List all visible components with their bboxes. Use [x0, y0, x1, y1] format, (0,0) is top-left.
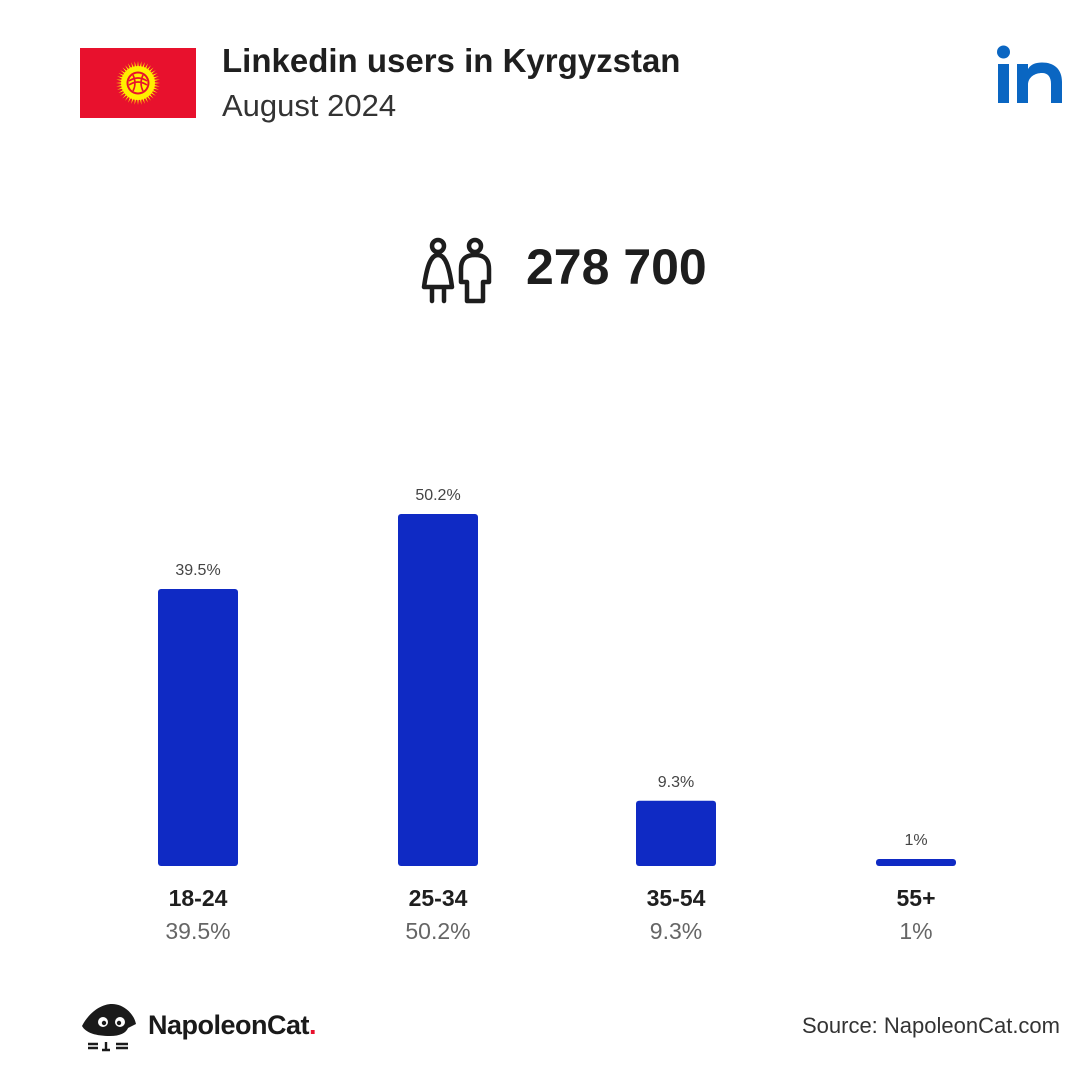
- linkedin-icon: [997, 45, 1062, 103]
- bar-value-label: 39.5%: [175, 562, 220, 579]
- bar-value-label: 50.2%: [415, 487, 460, 504]
- bar-55+: [876, 858, 956, 866]
- category-label: 35-54: [647, 885, 706, 911]
- kyrgyzstan-flag-icon: [80, 48, 196, 118]
- brand-name-text: NapoleonCat: [148, 1010, 310, 1040]
- brand-dot: .: [309, 1010, 317, 1040]
- category-label: 18-24: [169, 885, 228, 911]
- bar-value-label: 1%: [904, 832, 927, 849]
- brand-name: NapoleonCat.: [148, 1010, 317, 1041]
- bar-35-54: [636, 800, 716, 866]
- category-label: 25-34: [409, 885, 468, 911]
- category-value-label: 9.3%: [650, 918, 702, 944]
- napoleoncat-logo-icon: [82, 1004, 136, 1052]
- bar-25-34: [398, 514, 478, 866]
- source-label: Source: NapoleonCat.com: [801, 1013, 1060, 1038]
- category-value-label: 39.5%: [165, 918, 230, 944]
- flag-sun: [116, 61, 160, 105]
- bar-18-24: [158, 589, 238, 866]
- total-users-value: 278 700: [526, 239, 707, 295]
- category-value-label: 1%: [899, 918, 932, 944]
- category-label: 55+: [896, 885, 935, 911]
- page-subtitle: August 2024: [222, 88, 397, 123]
- bar-value-label: 9.3%: [658, 774, 694, 791]
- users-icon: [421, 237, 492, 304]
- category-value-label: 50.2%: [405, 918, 470, 944]
- page-title: Linkedin users in Kyrgyzstan: [222, 42, 681, 79]
